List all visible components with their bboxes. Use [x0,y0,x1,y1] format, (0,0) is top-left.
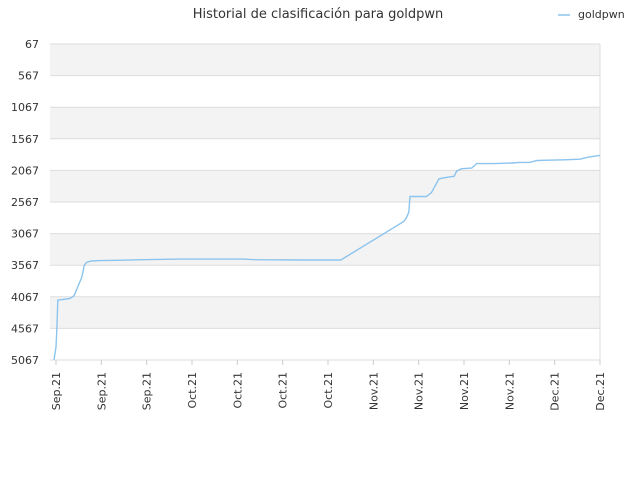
y-tick-label: 1067 [11,101,39,114]
grid-band [50,75,600,108]
x-tick-label: Dec.21 [594,372,607,411]
y-tick-label: 3067 [11,228,39,241]
y-tick-label: 567 [18,70,39,83]
x-tick-label: Nov.21 [413,372,426,410]
y-tick-label: 4567 [11,322,39,335]
series-line-goldpwn [53,154,601,361]
grid-band [50,328,600,360]
legend: goldpwn [558,8,625,21]
x-tick-label: Oct.21 [322,372,335,409]
x-tick-label: Nov.21 [458,372,471,410]
y-tick-label: 2067 [11,164,39,177]
y-tick-label: 1567 [11,133,39,146]
grid-band [50,265,600,297]
grid-band [50,296,600,329]
x-tick-label: Oct.21 [186,372,199,409]
x-tick-label: Sep.21 [141,372,154,410]
y-tick-label: 5067 [11,354,39,367]
x-tick-label: Nov.21 [503,372,516,410]
series-layer [53,154,601,361]
x-tick-label: Oct.21 [277,372,290,409]
y-tick-label: 2567 [11,196,39,209]
grid-band [50,170,600,202]
x-tick-label: Sep.21 [95,372,108,410]
y-axis: 67 567 1067 1567 2067 2567 3067 3567 4067 4567 506… [11,38,39,367]
plot-background [50,43,601,361]
grid-band [50,138,600,171]
y-tick-label: 3567 [11,259,39,272]
legend-label: goldpwn [578,8,625,21]
grid-band [50,202,600,234]
chart-title: Historial de clasificación para goldpwn [193,7,444,22]
x-tick-label: Oct.21 [231,372,244,409]
x-tick-label: Nov.21 [367,372,380,410]
y-tick-label: 67 [25,38,39,51]
grid-band [50,44,600,76]
y-tick-label: 4067 [11,291,39,304]
x-tick-label: Dec.21 [549,372,562,411]
x-axis: Sep.21 Sep.21 Sep.21 Oct.21 Oct.21 Oct.21 Oct.… [50,360,607,411]
grid-band [50,107,600,139]
x-tick-label: Sep.21 [50,372,63,410]
